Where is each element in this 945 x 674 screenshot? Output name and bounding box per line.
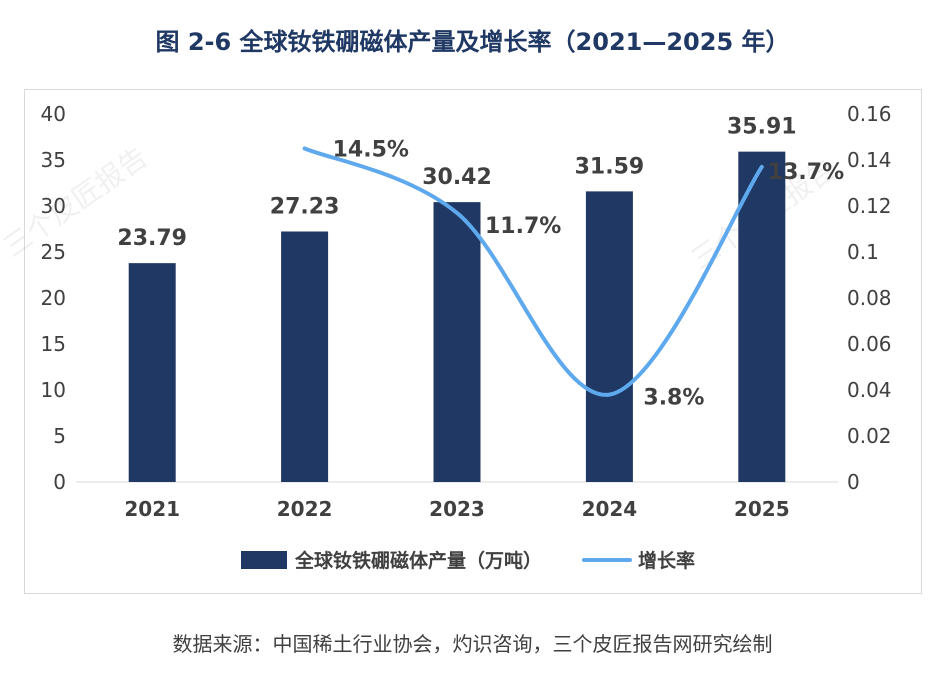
y-right-tick-label: 0: [847, 470, 860, 494]
bar-data-label: 35.91: [727, 115, 797, 140]
legend-bar-label: 全球钕铁硼磁体产量（万吨）: [294, 549, 542, 572]
y-right-tick-label: 0.08: [847, 286, 892, 310]
line-data-label: 11.7%: [485, 214, 561, 239]
x-tick-label: 2022: [277, 497, 333, 521]
y-right-tick-label: 0.12: [847, 194, 892, 218]
bar-data-label: 23.79: [117, 226, 187, 251]
y-right-tick-label: 0.14: [847, 148, 892, 172]
chart-title: 图 2-6 全球钕铁硼磁体产量及增长率（2021—2025 年）: [155, 28, 790, 56]
y-left-tick-label: 5: [53, 424, 66, 448]
y-right-tick-label: 0.02: [847, 424, 892, 448]
x-tick-label: 2023: [429, 497, 485, 521]
bar-2021: [128, 263, 176, 482]
y-left-tick-label: 20: [41, 286, 66, 310]
y-left-tick-label: 35: [41, 148, 66, 172]
y-left-tick-label: 40: [41, 102, 66, 126]
x-tick-label: 2024: [582, 497, 638, 521]
source-note: 数据来源：中国稀土行业协会，灼识咨询，三个皮匠报告网研究绘制: [172, 632, 773, 656]
line-data-label: 3.8%: [643, 386, 704, 411]
x-tick-label: 2025: [734, 497, 790, 521]
growth-rate-line: [302, 146, 764, 397]
y-left-tick-label: 25: [41, 240, 66, 264]
y-left-tick-label: 0: [53, 470, 66, 494]
bar-data-label: 27.23: [270, 194, 340, 219]
bar-2025: [738, 151, 786, 483]
bar-data-label: 30.42: [422, 165, 492, 190]
bar-2023: [433, 202, 481, 483]
legend-bar-swatch: [241, 551, 287, 569]
line-data-label: 14.5%: [333, 138, 409, 163]
y-right-tick-label: 0.04: [847, 378, 892, 402]
y-left-tick-label: 15: [41, 332, 66, 356]
line-data-label: 13.7%: [768, 160, 844, 185]
y-left-tick-label: 30: [41, 194, 66, 218]
bar-2024: [585, 191, 633, 482]
x-tick-label: 2021: [124, 497, 180, 521]
y-left-tick-label: 10: [41, 378, 66, 402]
y-right-tick-label: 0.06: [847, 332, 892, 356]
bar-data-label: 31.59: [575, 154, 645, 179]
y-right-tick-label: 0.1: [847, 240, 879, 264]
legend-line-label: 增长率: [638, 549, 695, 572]
bar-2022: [281, 231, 329, 482]
y-right-tick-label: 0.16: [847, 102, 892, 126]
chart-frame: [24, 89, 922, 594]
